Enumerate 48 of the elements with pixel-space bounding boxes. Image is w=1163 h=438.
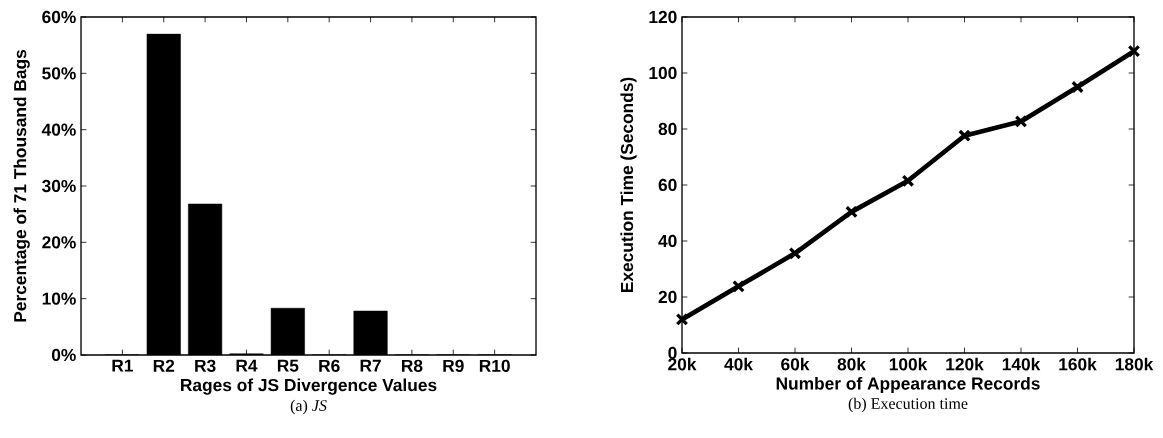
x-tick-label: R6 xyxy=(319,359,340,372)
x-tick-label: 140k xyxy=(1002,357,1041,371)
x-tick-label: 80k xyxy=(837,357,866,371)
x-tick-label: R10 xyxy=(479,359,510,372)
y-tick-label: 80 xyxy=(658,122,677,136)
x-tick-label: R5 xyxy=(277,359,299,372)
x-tick-label: R8 xyxy=(401,359,423,372)
point xyxy=(958,129,971,143)
x-tick-label: 160k xyxy=(1059,357,1097,371)
y-tick-label: 120 xyxy=(649,10,677,24)
x-tick-label: R1 xyxy=(112,359,133,372)
x-tick-label: 40k xyxy=(724,357,753,371)
y-tick-label: 0% xyxy=(51,348,76,362)
x-tick-label: R2 xyxy=(153,359,175,372)
y-axis-title: Percentage of 71 Thousand Bags xyxy=(13,49,30,322)
y-tick-label: 50% xyxy=(42,67,76,80)
y-tick-label: 10% xyxy=(42,292,76,305)
x-tick-label: R7 xyxy=(360,359,381,372)
text: (a) JS xyxy=(290,399,327,415)
y-tick-label: 30% xyxy=(42,179,76,193)
x-axis-title: Rages of JS Divergence Values xyxy=(181,378,437,395)
y-axis-title: Execution Time (Seconds) xyxy=(620,77,637,293)
point xyxy=(1127,44,1141,58)
y-tick-label: 40 xyxy=(658,234,677,248)
x-tick-label: R3 xyxy=(195,359,216,372)
point xyxy=(1071,80,1084,94)
y-tick-label: 60 xyxy=(658,178,677,192)
x-tick-label: 60k xyxy=(781,357,810,371)
x-tick-label: 20k xyxy=(668,357,697,371)
text: (b) Execution time xyxy=(848,397,968,413)
y-tick-label: 20% xyxy=(42,236,76,249)
point xyxy=(901,174,915,188)
y-tick-label: 60% xyxy=(42,10,76,24)
point xyxy=(675,313,689,326)
y-tick-label: 40% xyxy=(41,123,76,136)
x-tick-label: R4 xyxy=(236,359,258,372)
y-tick-label: 20 xyxy=(658,290,677,304)
x-tick-label: 120k xyxy=(946,357,984,371)
x-axis-title: Number of Appearance Records xyxy=(776,376,1040,394)
y-tick-label: 100 xyxy=(649,66,677,80)
y-tick-label: 0 xyxy=(668,346,677,360)
x-tick-label: 180k xyxy=(1115,357,1154,371)
point xyxy=(732,279,745,293)
point xyxy=(788,246,802,260)
x-tick-label: R9 xyxy=(443,359,464,372)
point xyxy=(845,205,858,219)
point xyxy=(1014,115,1028,128)
x-tick-label: 100k xyxy=(889,357,928,371)
